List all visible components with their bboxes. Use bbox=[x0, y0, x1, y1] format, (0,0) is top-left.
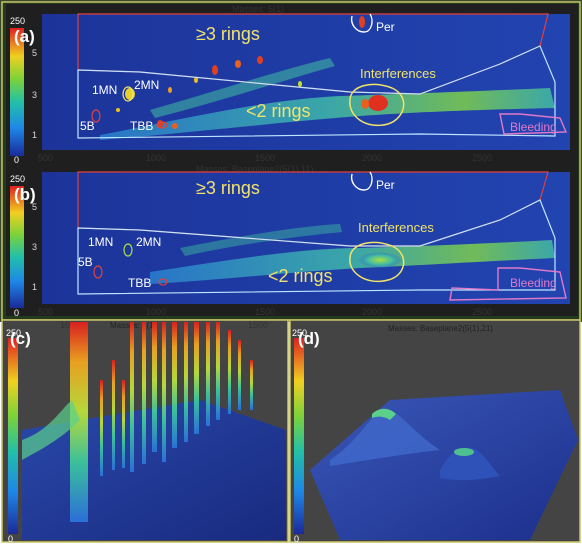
panel-a-lt2-label: <2 rings bbox=[246, 101, 311, 121]
panel-a-interf-contour bbox=[349, 83, 405, 127]
panel-a-5b-contour bbox=[91, 109, 101, 123]
panel-b-5b-label: 5B bbox=[78, 255, 93, 269]
panel-a-xtick-2500: 2500 bbox=[472, 153, 492, 163]
panel-c-colorbar-max: 250 bbox=[6, 328, 21, 338]
panel-a-5b-label: 5B bbox=[80, 119, 95, 133]
panel-b-per-label: Per bbox=[376, 178, 395, 192]
panel-b-colorbar-max: 250 bbox=[10, 174, 25, 184]
panel-d-colorbar bbox=[294, 338, 304, 534]
panel-a-2mn-label: 2MN bbox=[134, 78, 159, 92]
panel-a-label: (a) bbox=[14, 27, 35, 46]
panel-b-xtick-1500: 1500 bbox=[255, 307, 275, 317]
panel-a: 250 0 5 3 1 Masses: 5(1) bbox=[6, 4, 578, 165]
panel-a-colorbar bbox=[10, 28, 24, 156]
panel-b-2mn-label: 2MN bbox=[136, 235, 161, 249]
panel-a-colorbar-max: 250 bbox=[10, 16, 25, 26]
panel-d-title: Masses: Baseplane2(5(1),21) bbox=[388, 324, 493, 333]
panel-d-colorbar-max: 250 bbox=[292, 328, 307, 338]
panel-b-bleed-contour bbox=[449, 267, 567, 301]
panel-b-xtick-500: 500 bbox=[38, 307, 53, 317]
panel-a-xtick-1000: 1000 bbox=[146, 153, 166, 163]
panel-a-xtick-2000: 2000 bbox=[362, 153, 382, 163]
panel-a-bleed-contour bbox=[499, 113, 568, 135]
panel-b-plot-area bbox=[42, 172, 570, 304]
panel-a-lt2-boundary bbox=[77, 45, 556, 139]
panel-a-ytick-3: 3 bbox=[32, 90, 37, 100]
panel-a-xtick-1500: 1500 bbox=[255, 153, 275, 163]
panel-a-1mn-label: 1MN bbox=[92, 83, 117, 97]
panel-d-peak-1 bbox=[372, 408, 396, 420]
panel-c-colorbar bbox=[8, 338, 18, 534]
panel-b-tbb-contour bbox=[158, 278, 168, 286]
panel-a-per-contour bbox=[350, 13, 373, 33]
panel-b-xtick-1000: 1000 bbox=[146, 307, 166, 317]
panel-a-ytick-1: 1 bbox=[32, 130, 37, 140]
panel-b-xtick-2000: 2000 bbox=[362, 307, 382, 317]
panel-b: 250 0 5 3 1 Masses: Baseplane2(5(1),11) … bbox=[6, 164, 578, 318]
panel-d-label: (d) bbox=[298, 329, 320, 348]
panel-b-2mn-contour bbox=[123, 243, 133, 257]
panel-c: Masses: 5(1) 1000 1500 250 0 (c) bbox=[1, 319, 289, 544]
panel-b-bleed-label: Bleeding bbox=[510, 276, 557, 290]
panel-b-colorbar-min: 0 bbox=[14, 308, 19, 318]
panel-a-trail bbox=[150, 58, 335, 118]
panel-b-lt2-boundary bbox=[77, 199, 556, 295]
panel-a-colorbar-min: 0 bbox=[14, 155, 19, 165]
panel-a-2mn-contour bbox=[122, 86, 134, 102]
panel-d-peak-2 bbox=[454, 448, 474, 456]
panel-b-1mn-label: 1MN bbox=[88, 235, 113, 249]
panel-c-spikes bbox=[70, 322, 253, 522]
panel-c-ridge bbox=[22, 400, 80, 460]
panel-a-main-band bbox=[100, 88, 555, 140]
panel-b-label: (b) bbox=[14, 185, 36, 204]
panel-b-lt2-label: <2 rings bbox=[268, 266, 333, 286]
panel-b-5b-contour bbox=[93, 265, 103, 279]
panel-a-spots bbox=[116, 16, 388, 129]
panel-a-per-label: Per bbox=[376, 20, 395, 34]
panel-b-per-contour bbox=[350, 171, 373, 191]
panel-b-ytick-3: 3 bbox=[32, 242, 37, 252]
panel-a-tbb-contour bbox=[156, 121, 168, 129]
panel-a-tbb-label: TBB bbox=[130, 119, 153, 133]
panel-a-bleed-label: Bleeding bbox=[510, 120, 557, 134]
panel-b-ytick-1: 1 bbox=[32, 282, 37, 292]
panel-b-interf-blob bbox=[358, 252, 402, 268]
panel-b-main-band bbox=[150, 240, 555, 284]
panel-a-plot-area bbox=[42, 14, 570, 150]
panel-a-title: Masses: 5(1) bbox=[232, 4, 284, 14]
panel-b-interf-contour bbox=[349, 241, 405, 283]
panel-b-ytick-5: 5 bbox=[32, 202, 37, 212]
panel-b-title: Masses: Baseplane2(5(1),11) bbox=[196, 164, 313, 174]
panel-c-colorbar-min: 0 bbox=[8, 534, 13, 544]
panel-d: Masses: Baseplane2(5(1),21) 250 0 (d) bbox=[289, 319, 581, 544]
panel-b-tbb-label: TBB bbox=[128, 276, 151, 290]
panel-a-xtick-500: 500 bbox=[38, 153, 53, 163]
panel-b-xtick-2500: 2500 bbox=[472, 307, 492, 317]
panel-b-trail bbox=[180, 224, 342, 256]
panel-b-ge3-label: ≥3 rings bbox=[196, 178, 260, 198]
panel-b-interf-label: Interferences bbox=[358, 220, 434, 235]
panel-d-colorbar-min: 0 bbox=[294, 534, 299, 544]
panel-c-xtick-1500: 1500 bbox=[248, 320, 268, 330]
panel-a-ytick-5: 5 bbox=[32, 48, 37, 58]
panel-d-hill-2 bbox=[440, 447, 500, 481]
panel-d-ridge bbox=[330, 409, 440, 466]
panel-a-ge3-label: ≥3 rings bbox=[196, 24, 260, 44]
panel-c-label: (c) bbox=[10, 329, 31, 348]
panel-a-interf-label: Interferences bbox=[360, 66, 436, 81]
panel-b-colorbar bbox=[10, 186, 24, 308]
